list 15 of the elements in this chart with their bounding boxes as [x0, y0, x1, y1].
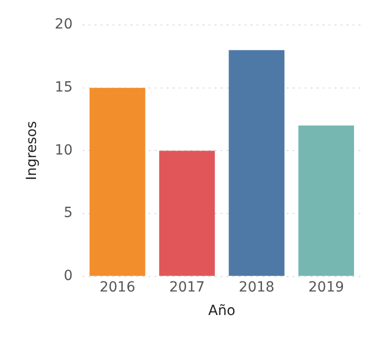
bar	[228, 50, 284, 276]
x-tick-label: 2016	[100, 279, 136, 296]
y-tick-label: 5	[64, 205, 73, 222]
y-axis-title: Ingresos	[24, 121, 40, 180]
bar	[159, 150, 215, 276]
x-tick-label: 2017	[169, 279, 205, 296]
bar	[90, 88, 146, 276]
y-tick-label: 15	[54, 79, 73, 96]
y-tick-label: 20	[54, 16, 73, 33]
y-tick-label: 10	[54, 142, 73, 158]
x-axis-title: Año	[208, 303, 236, 320]
y-tick-label: 0	[64, 268, 73, 284]
bar	[298, 126, 354, 276]
x-tick-label: 2018	[238, 279, 274, 296]
x-tick-label: 2019	[308, 279, 344, 296]
